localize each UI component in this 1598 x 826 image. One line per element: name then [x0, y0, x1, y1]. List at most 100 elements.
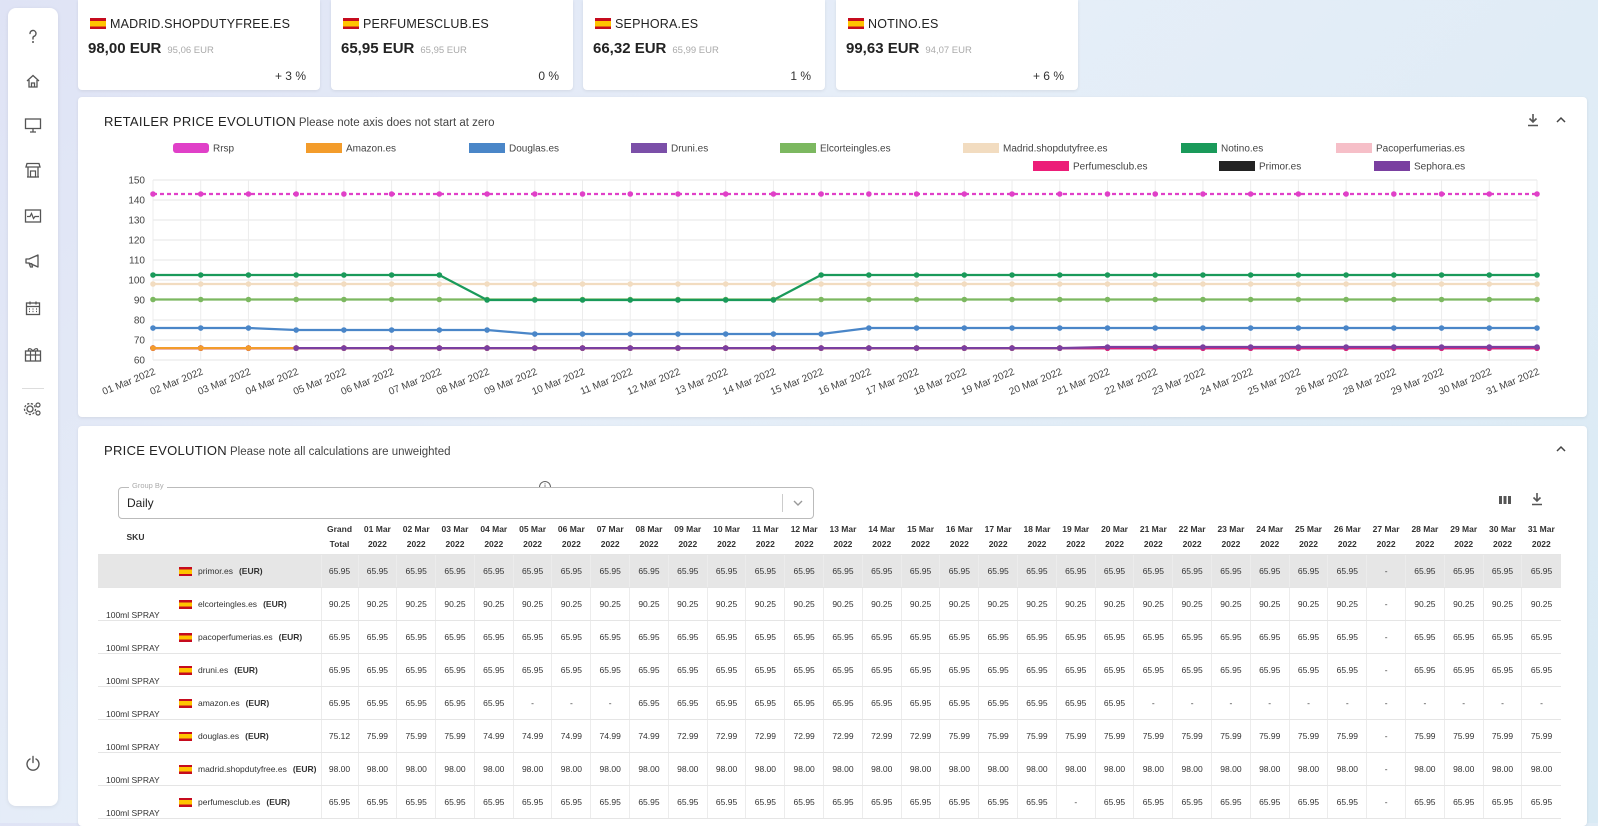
date-column-header[interactable]: 22 Mar 2022	[1172, 520, 1212, 555]
table-row[interactable]: 100ml SPRAY pacoperfumerias.es (EUR) 65.95 6…	[98, 620, 1561, 654]
monitor-icon[interactable]	[23, 115, 43, 135]
megaphone-icon[interactable]	[23, 251, 43, 271]
date-column-header[interactable]: 04 Mar 2022	[474, 520, 514, 555]
date-column-header[interactable]: 15 Mar 2022	[901, 520, 940, 555]
home-icon[interactable]	[23, 71, 43, 91]
date-column-header[interactable]: 23 Mar 2022	[1211, 520, 1251, 555]
header-line: 25 Mar	[1295, 524, 1322, 534]
card-percent-change: 1 %	[790, 69, 811, 83]
date-column-header[interactable]: 01 Mar 2022	[358, 520, 397, 555]
price-cell: 98.00	[1249, 752, 1290, 786]
data-point	[1152, 272, 1159, 278]
date-column-header[interactable]: 27 Mar 2022	[1366, 520, 1406, 555]
date-column-header[interactable]: 14 Mar 2022	[862, 520, 902, 555]
date-column-header[interactable]: 29 Mar 2022	[1444, 520, 1484, 555]
date-column-header[interactable]: 31 Mar 2022	[1521, 520, 1561, 555]
collapse-chevron-icon[interactable]	[1554, 442, 1568, 456]
date-column-header[interactable]: 08 Mar 2022	[629, 520, 669, 555]
date-column-header[interactable]: 25 Mar 2022	[1289, 520, 1328, 555]
legend-swatch	[1374, 161, 1410, 171]
date-column-header[interactable]: 24 Mar 2022	[1250, 520, 1290, 555]
download-icon[interactable]	[1526, 113, 1540, 127]
power-icon[interactable]	[23, 753, 43, 773]
date-column-header[interactable]: 02 Mar 2022	[396, 520, 436, 555]
download-icon[interactable]	[1530, 492, 1544, 506]
help-icon[interactable]	[23, 26, 43, 46]
gift-icon[interactable]	[23, 344, 43, 364]
columns-icon[interactable]	[1498, 493, 1512, 507]
date-column-header[interactable]: 30 Mar 2022	[1483, 520, 1522, 555]
price-cell: 65.95	[1249, 653, 1290, 687]
date-column-header[interactable]: 13 Mar 2022	[823, 520, 863, 555]
date-column-header[interactable]: 18 Mar 2022	[1017, 520, 1057, 555]
data-point	[1152, 296, 1159, 303]
price-cell: 65.95	[473, 785, 514, 819]
date-column-header[interactable]: 12 Mar 2022	[784, 520, 824, 555]
date-column-header[interactable]: 11 Mar 2022	[745, 520, 785, 555]
spain-flag-icon	[848, 18, 864, 30]
settings-icon[interactable]	[23, 399, 43, 419]
retailer-card[interactable]: NOTINO.ES 99,63 EUR 94,07 EUR + 6 %	[836, 0, 1078, 90]
retailer-card[interactable]: SEPHORA.ES 66,32 EUR 65,99 EUR 1 %	[583, 0, 825, 90]
date-column-header[interactable]: 26 Mar 2022	[1327, 520, 1367, 555]
legend-swatch	[1219, 161, 1255, 171]
price-cell: -	[1366, 554, 1406, 588]
store-icon[interactable]	[23, 160, 43, 180]
date-column-header[interactable]: 09 Mar 2022	[668, 520, 708, 555]
date-column-header[interactable]: 03 Mar 2022	[435, 520, 475, 555]
date-column-header[interactable]: 05 Mar 2022	[513, 520, 552, 555]
y-tick-label: 150	[128, 176, 145, 187]
date-column-header[interactable]: 16 Mar 2022	[939, 520, 979, 555]
group-by-select[interactable]: Group By Daily	[118, 481, 814, 519]
table-row[interactable]: primor.es (EUR) 65.95 65.95 65.95 65.95 65.95 6…	[98, 554, 1561, 588]
legend-label: Douglas.es	[509, 144, 559, 155]
date-column-header[interactable]: 19 Mar 2022	[1056, 520, 1096, 555]
chevron-down-icon[interactable]	[791, 496, 805, 515]
card-price: 99,63 EUR	[846, 40, 920, 57]
price-cell: 65.95	[1017, 653, 1057, 687]
data-point	[1343, 281, 1349, 287]
header-line: 2022	[1337, 539, 1357, 549]
table-row[interactable]: 100ml SPRAY madrid.shopdutyfree.es (EUR) 98…	[98, 752, 1561, 786]
x-tick-label: 25 Mar 2022	[1246, 366, 1303, 397]
date-column-header[interactable]: 17 Mar 2022	[978, 520, 1018, 555]
spain-flag-icon	[179, 798, 192, 808]
price-cell: -	[1366, 653, 1406, 687]
data-point	[341, 272, 347, 278]
date-column-header[interactable]: 10 Mar 2022	[707, 520, 746, 555]
data-point	[341, 345, 347, 351]
calendar-icon[interactable]	[23, 298, 43, 318]
table-row[interactable]: 100ml SPRAY douglas.es (EUR) 75.12 75.99 75.9…	[98, 719, 1561, 753]
date-column-header[interactable]: 06 Mar 2022	[551, 520, 591, 555]
data-point	[1486, 296, 1493, 303]
retailer-name: perfumesclub.es	[198, 796, 261, 807]
table-row[interactable]: 100ml SPRAY amazon.es (EUR) 65.95 65.95 65.95…	[98, 686, 1561, 720]
x-tick-label: 17 Mar 2022	[865, 366, 922, 397]
date-column-header[interactable]: 21 Mar 2022	[1133, 520, 1173, 555]
activity-icon[interactable]	[23, 206, 43, 226]
data-point	[913, 191, 920, 197]
sku-column-header[interactable]: SKU	[98, 520, 173, 555]
header-line: 03 Mar	[441, 524, 469, 534]
retailer-card[interactable]: PERFUMESCLUB.ES 65,95 EUR 65,95 EUR 0 %	[331, 0, 573, 90]
chart-panel-title: RETAILER PRICE EVOLUTION Please note axis…	[104, 114, 495, 129]
card-price: 66,32 EUR	[593, 40, 667, 57]
price-cell: 65.95	[706, 620, 746, 654]
table-row[interactable]: 100ml SPRAY perfumesclub.es (EUR) 65.95 65.9…	[98, 785, 1561, 819]
price-cell: 65.95	[1172, 653, 1212, 687]
card-percent-change: + 6 %	[1032, 69, 1064, 83]
date-column-header[interactable]: 28 Mar 2022	[1405, 520, 1445, 555]
table-row[interactable]: 100ml SPRAY druni.es (EUR) 65.95 65.95 65.95 6…	[98, 653, 1561, 687]
price-cell: 65.95	[745, 653, 785, 687]
collapse-chevron-icon[interactable]	[1554, 113, 1568, 127]
date-column-header[interactable]: 20 Mar 2022	[1095, 520, 1134, 555]
data-point	[245, 325, 252, 331]
data-point	[1295, 325, 1302, 331]
price-cell: -	[1249, 686, 1290, 720]
date-column-header[interactable]: Grand Total	[321, 520, 358, 555]
data-point	[1295, 296, 1302, 303]
data-point	[531, 191, 538, 197]
date-column-header[interactable]: 07 Mar 2022	[590, 520, 630, 555]
retailer-card[interactable]: MADRID.SHOPDUTYFREE.ES 98,00 EUR 95,06 EU…	[78, 0, 320, 90]
table-row[interactable]: 100ml SPRAY elcorteingles.es (EUR) 90.25 90.…	[98, 587, 1561, 621]
